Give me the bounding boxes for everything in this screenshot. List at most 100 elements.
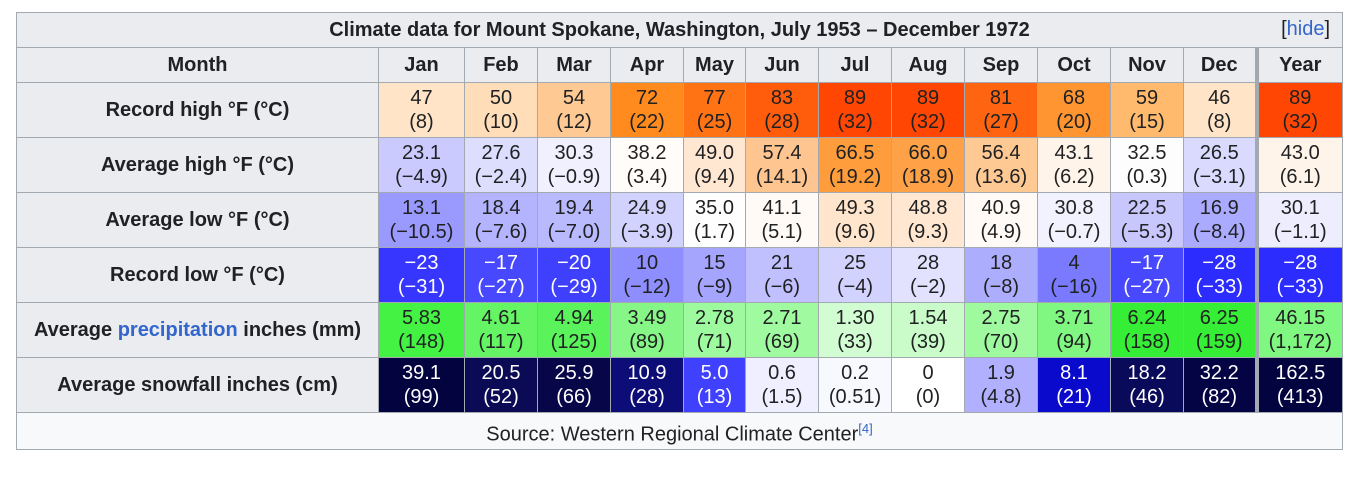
table-cell: 35.0 (1.7) [683,192,746,248]
table-cell: 4.94 (125) [537,302,611,358]
row-header: Record high °F (°C) [16,82,379,138]
table-row: Record high °F (°C) 47 (8) 50 (10) 54 (12) 72 (2… [16,82,1343,138]
cell-fahrenheit: 32.5 [1127,142,1167,164]
table-cell: 2.78 (71) [683,302,746,358]
table-cell: 68 (20) [1037,82,1111,138]
table-cell: 43.0 (6.1) [1254,137,1343,193]
table-cell: 59 (15) [1110,82,1184,138]
table-cell: −17 (−27) [464,247,538,303]
table-cell: 28 (−2) [891,247,965,303]
cell-celsius: (9.3) [907,221,949,243]
table-cell: 21 (−6) [745,247,819,303]
cell-celsius: (0.51) [828,386,882,408]
cell-celsius: (19.2) [828,166,882,188]
table-cell: 3.49 (89) [610,302,684,358]
cell-fahrenheit: 40.9 [981,197,1021,219]
table-cell: 66.5 (19.2) [818,137,892,193]
cell-fahrenheit: 162.5 [1275,362,1326,384]
table-cell: 10.9 (28) [610,357,684,413]
table-cell: 1.30 (33) [818,302,892,358]
cell-fahrenheit: 21 [770,252,794,274]
cell-fahrenheit: 50 [489,87,513,109]
precipitation-link[interactable]: precipitation [117,319,238,341]
table-cell: 25 (−4) [818,247,892,303]
cell-celsius: (4.9) [980,221,1022,243]
table-cell: 32.5 (0.3) [1110,137,1184,193]
cell-fahrenheit: 24.9 [627,197,667,219]
row-header: Record low °F (°C) [16,247,379,303]
table-cell: −23 (−31) [378,247,465,303]
cell-fahrenheit: 49.3 [835,197,875,219]
cell-fahrenheit: 1.30 [835,307,875,329]
table-cell: 2.71 (69) [745,302,819,358]
cell-fahrenheit: 22.5 [1127,197,1167,219]
cell-fahrenheit: 89 [916,87,940,109]
cell-fahrenheit: 30.1 [1280,197,1320,219]
cell-fahrenheit: 23.1 [402,142,441,164]
cell-celsius: (5.1) [761,221,803,243]
cell-fahrenheit: 20.5 [481,362,521,384]
cell-celsius: (12) [556,111,592,133]
cell-fahrenheit: 0.2 [841,362,869,384]
reference-superscript: [4] [858,418,872,437]
cell-fahrenheit: 30.8 [1054,197,1094,219]
month-header-dec: Dec [1183,47,1257,83]
cell-fahrenheit: 15 [703,252,726,274]
cell-fahrenheit: 59 [1135,87,1159,109]
cell-fahrenheit: 49.0 [695,142,734,164]
reference-link[interactable]: [4] [858,420,873,436]
table-cell: 72 (22) [610,82,684,138]
cell-celsius: (71) [696,331,733,353]
cell-celsius: (46) [1129,386,1165,408]
cell-fahrenheit: 68 [1062,87,1086,109]
cell-celsius: (6.2) [1053,166,1095,188]
cell-fahrenheit: 18.2 [1127,362,1167,384]
cell-fahrenheit: 57.4 [762,142,802,164]
cell-fahrenheit: 56.4 [981,142,1021,164]
source-row: Source: Western Regional Climate Center[… [16,412,1343,450]
table-cell: 6.24 (158) [1110,302,1184,358]
table-cell: 6.25 (159) [1183,302,1257,358]
table-cell: 2.75 (70) [964,302,1038,358]
table-cell: 18 (−8) [964,247,1038,303]
table-cell: 57.4 (14.1) [745,137,819,193]
table-cell: 56.4 (13.6) [964,137,1038,193]
cell-fahrenheit: 19.4 [554,197,594,219]
cell-celsius: (−8) [982,276,1020,298]
row-header: Average snowfall inches (cm) [16,357,379,413]
table-cell: 27.6 (−2.4) [464,137,538,193]
row-header: Average precipitation inches (mm) [16,302,379,358]
cell-fahrenheit: 13.1 [402,197,441,219]
cell-celsius: (25) [696,111,733,133]
table-cell: 5.83 (148) [378,302,465,358]
cell-fahrenheit: 8.1 [1060,362,1088,384]
cell-celsius: (4.8) [980,386,1022,408]
cell-fahrenheit: 10.9 [627,362,667,384]
cell-fahrenheit: 18.4 [481,197,521,219]
month-header-may: May [683,47,746,83]
table-cell: 0.2 (0.51) [818,357,892,413]
table-cell: −20 (−29) [537,247,611,303]
cell-fahrenheit: 2.78 [695,307,734,329]
cell-celsius: (13.6) [974,166,1028,188]
cell-celsius: (−7.0) [547,221,601,243]
cell-fahrenheit: 26.5 [1199,142,1239,164]
cell-fahrenheit: 83 [770,87,794,109]
cell-celsius: (69) [764,331,800,353]
cell-fahrenheit: 3.71 [1054,307,1094,329]
cell-celsius: (20) [1056,111,1092,133]
hide-link[interactable]: hide [1286,18,1325,40]
row-header-prefix: Average [33,319,118,341]
table-cell: 46 (8) [1183,82,1257,138]
table-cell: 10 (−12) [610,247,684,303]
table-cell: 41.1 (5.1) [745,192,819,248]
row-header: Average low °F (°C) [16,192,379,248]
cell-celsius: (82) [1201,386,1238,408]
cell-fahrenheit: 10 [635,252,659,274]
cell-fahrenheit: 30.3 [554,142,594,164]
hide-toggle: [hide] [1281,18,1330,40]
cell-fahrenheit: 5.83 [402,307,441,329]
cell-fahrenheit: 25 [843,252,867,274]
cell-celsius: (0) [915,386,941,408]
table-cell: 89 (32) [818,82,892,138]
